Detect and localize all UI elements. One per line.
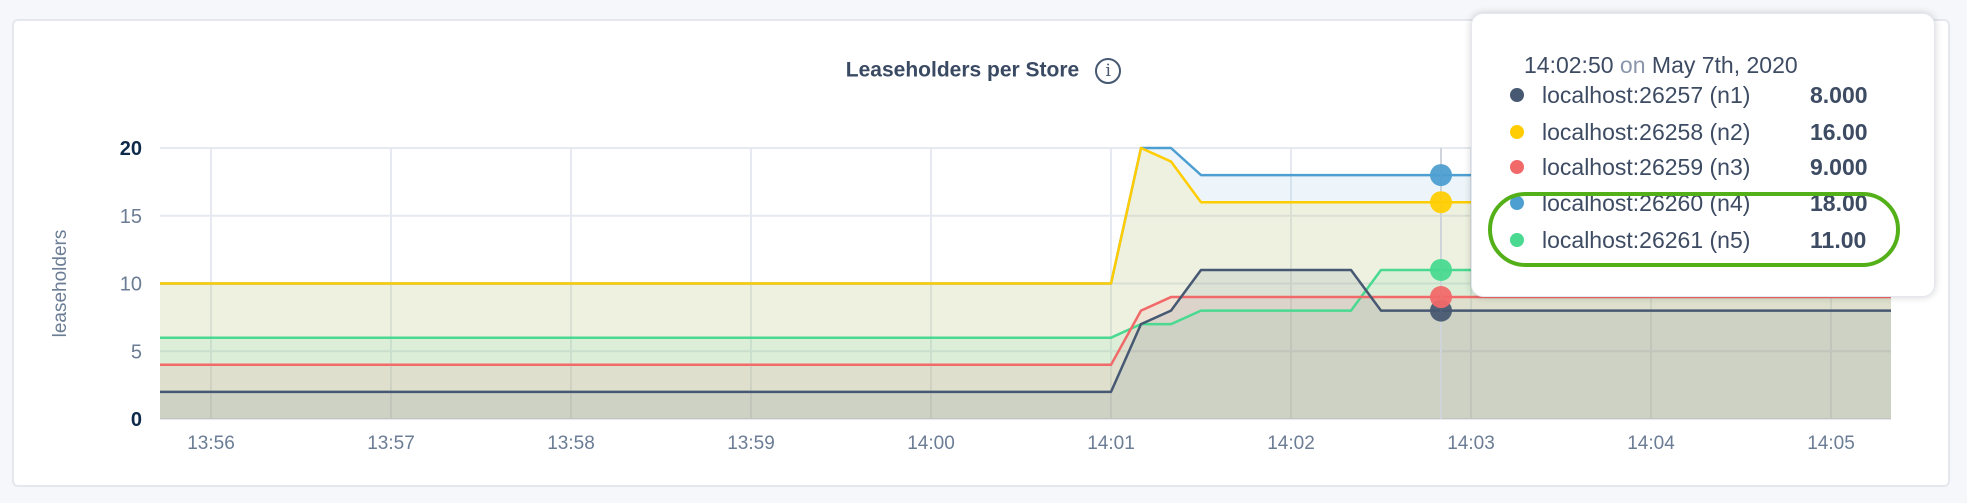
chart-title: Leaseholders per Store i — [0, 58, 1967, 84]
y-tick-label: 5 — [131, 341, 142, 363]
tooltip-series-value: 16.00 — [1810, 119, 1868, 145]
y-axis-label: leaseholders — [50, 230, 71, 338]
tooltip-on: on — [1619, 52, 1646, 78]
series-line-1 — [160, 268, 1891, 394]
tooltip-series-label: localhost:26258 (n2) — [1542, 119, 1751, 145]
series-dot-icon — [1510, 87, 1524, 102]
tooltip-row: localhost:26257 (n1) 8.000 — [1510, 80, 1868, 110]
chart-title-text: Leaseholders per Store — [845, 58, 1080, 82]
tooltip-series-value: 9.000 — [1810, 154, 1868, 180]
tooltip-row: localhost:26258 (n2) 16.00 — [1510, 117, 1868, 147]
hover-point-2 — [1430, 191, 1452, 214]
highlight-annotation — [1488, 192, 1900, 267]
x-tick-label: 13:56 — [187, 433, 235, 454]
tooltip-time: 14:02:50 — [1524, 52, 1614, 78]
x-tick-label: 14:03 — [1447, 433, 1495, 454]
tooltip-series-value: 11.00 — [1810, 227, 1867, 253]
x-tick-label: 13:57 — [367, 433, 415, 454]
series-line-2 — [160, 146, 1891, 285]
x-tick-label: 13:59 — [727, 433, 775, 454]
series-area — [160, 269, 1891, 419]
y-tick-label: 20 — [120, 138, 142, 160]
series-area — [160, 269, 1891, 419]
series-area — [160, 297, 1891, 419]
x-tick-label: 13:58 — [547, 433, 595, 454]
tooltip-date: May 7th, 2020 — [1651, 52, 1798, 78]
hover-point-4 — [1430, 164, 1452, 187]
series-line-3 — [160, 295, 1891, 367]
hover-point-5 — [1430, 258, 1452, 281]
x-tick-label: 14:02 — [1267, 433, 1315, 454]
y-tick-label: 15 — [120, 206, 142, 228]
x-tick-label: 14:01 — [1087, 433, 1135, 454]
series-dot-icon — [1510, 159, 1524, 174]
tooltip-series-label: localhost:26259 (n3) — [1542, 154, 1751, 180]
tooltip-series-label: localhost:26257 (n1) — [1542, 82, 1751, 108]
tooltip-series-label: localhost:26261 (n5) — [1542, 227, 1751, 253]
x-tick-label: 14:05 — [1807, 433, 1855, 454]
series-dot-icon — [1510, 124, 1524, 139]
y-tick-label: 10 — [120, 274, 142, 296]
tooltip-series-value: 8.000 — [1810, 82, 1868, 108]
tooltip-row: localhost:26261 (n5) 11.00 — [1510, 225, 1866, 255]
x-tick-label: 14:04 — [1627, 433, 1675, 454]
tooltip-header: 14:02:50 on May 7th, 2020 — [1524, 52, 1798, 79]
hover-tooltip: 14:02:50 on May 7th, 2020 localhost:2625… — [1471, 13, 1935, 297]
tooltip-row: localhost:26259 (n3) 9.000 — [1510, 152, 1868, 182]
x-tick-label: 14:00 — [907, 433, 955, 454]
info-icon[interactable]: i — [1095, 58, 1122, 84]
hover-point-3 — [1430, 286, 1452, 309]
series-line-5 — [160, 268, 1891, 339]
y-tick-label: 0 — [131, 409, 142, 431]
